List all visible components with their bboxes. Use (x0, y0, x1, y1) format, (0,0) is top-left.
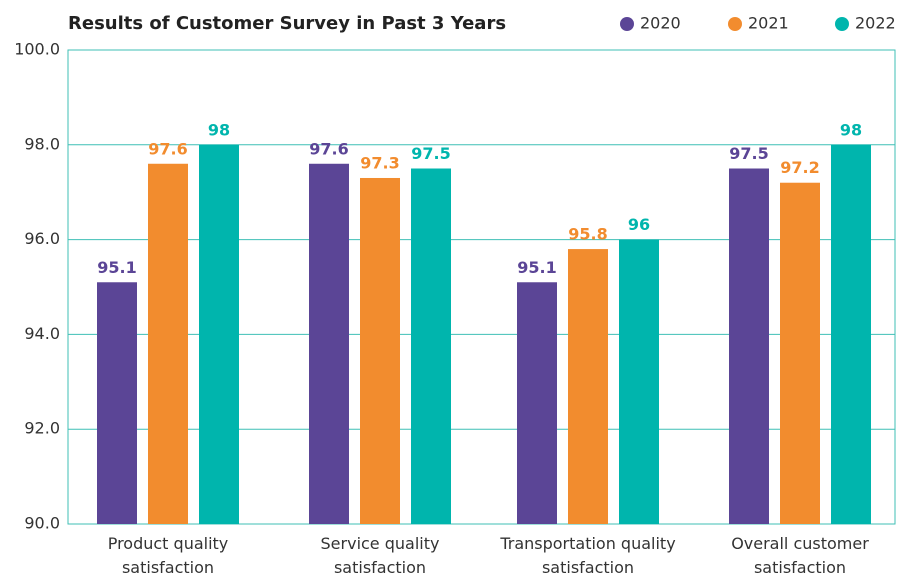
data-label: 97.6 (148, 139, 187, 158)
bar (360, 177, 400, 525)
plot-frame (67, 49, 896, 525)
bar (309, 163, 349, 524)
bar (411, 168, 451, 524)
data-label: 95.1 (517, 258, 556, 277)
data-label: 97.6 (309, 139, 348, 158)
legend-label: 2020 (640, 14, 681, 33)
legend-label: 2021 (748, 14, 789, 33)
x-tick-label: Transportation quality satisfaction (500, 534, 676, 577)
y-tick-label: 96.0 (24, 229, 60, 248)
data-label: 98 (208, 120, 230, 139)
legend-swatch (728, 17, 742, 31)
data-label: 97.5 (411, 144, 450, 163)
chart-title: Results of Customer Survey in Past 3 Yea… (68, 13, 506, 34)
bar (729, 168, 769, 524)
y-tick-label: 98.0 (24, 134, 60, 153)
x-tick-label: Service quality satisfaction (320, 534, 440, 577)
y-tick-label: 100.0 (14, 40, 60, 59)
bar (517, 282, 557, 524)
data-label: 95.8 (568, 225, 607, 244)
bar (780, 182, 820, 524)
data-label: 98 (840, 120, 862, 139)
data-label: 96 (628, 215, 650, 234)
bar (199, 144, 239, 525)
bar (831, 144, 871, 525)
data-label: 97.3 (360, 153, 399, 172)
bar (148, 163, 188, 524)
legend-swatch (620, 17, 634, 31)
bar (97, 282, 137, 524)
data-label: 97.2 (780, 158, 819, 177)
x-tick-label: Product quality satisfaction (107, 534, 229, 577)
bar (619, 239, 659, 524)
data-label: 95.1 (97, 258, 136, 277)
legend-label: 2022 (855, 14, 896, 33)
y-tick-label: 92.0 (24, 419, 60, 438)
data-label: 97.5 (729, 144, 768, 163)
legend-swatch (835, 17, 849, 31)
x-tick-label: Overall customer satisfaction (731, 534, 869, 577)
y-tick-label: 94.0 (24, 324, 60, 343)
y-tick-label: 90.0 (24, 514, 60, 533)
bar (568, 249, 608, 524)
